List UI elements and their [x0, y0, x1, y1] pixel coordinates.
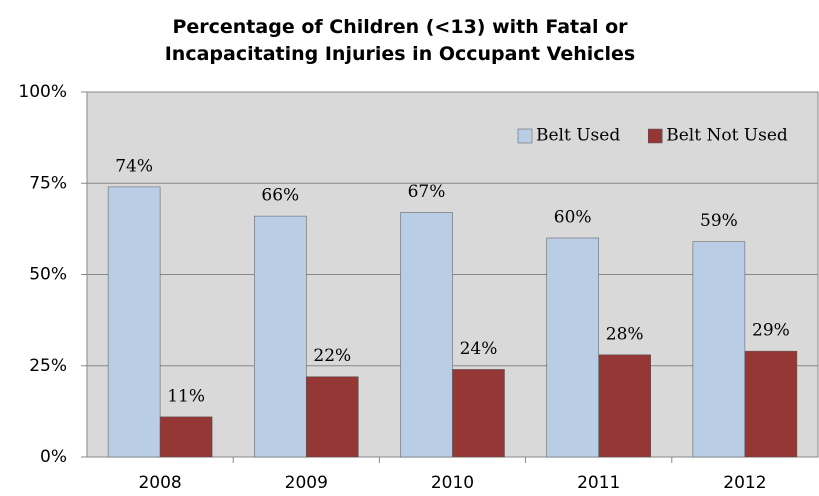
y-tick-label: 75% — [29, 173, 67, 193]
bar — [306, 376, 359, 458]
legend-swatch — [647, 128, 663, 144]
data-label: 67% — [408, 182, 446, 202]
bar — [452, 369, 505, 458]
data-label: 60% — [554, 208, 592, 228]
x-tick-label: 2008 — [138, 473, 181, 493]
data-label: 24% — [460, 339, 498, 359]
bar — [159, 416, 213, 458]
y-tick-label: 50% — [29, 265, 67, 285]
bar — [744, 350, 798, 458]
y-tick-label: 0% — [40, 447, 67, 467]
data-label: 66% — [261, 186, 299, 206]
data-label: 22% — [313, 346, 351, 366]
x-tick-label: 2011 — [577, 473, 620, 493]
bar — [598, 354, 651, 458]
legend-label: Belt Used — [536, 126, 620, 146]
data-label: 59% — [700, 211, 738, 231]
x-tick-label: 2012 — [723, 473, 766, 493]
bar — [107, 186, 161, 458]
y-tick-label: 25% — [29, 356, 67, 376]
y-tick-label: 100% — [18, 82, 67, 102]
chart-title: Percentage of Children (<13) with Fatal … — [164, 16, 636, 65]
bar — [546, 237, 599, 458]
data-label: 74% — [115, 156, 153, 176]
bar — [254, 215, 307, 458]
x-tick-label: 2009 — [285, 473, 328, 493]
x-tick-label: 2010 — [431, 473, 474, 493]
data-label: 11% — [167, 386, 205, 406]
bar — [400, 212, 453, 458]
bar — [692, 241, 746, 458]
legend-swatch — [517, 128, 533, 144]
data-label: 29% — [752, 321, 790, 341]
data-label: 28% — [606, 324, 644, 344]
legend-label: Belt Not Used — [666, 126, 788, 146]
